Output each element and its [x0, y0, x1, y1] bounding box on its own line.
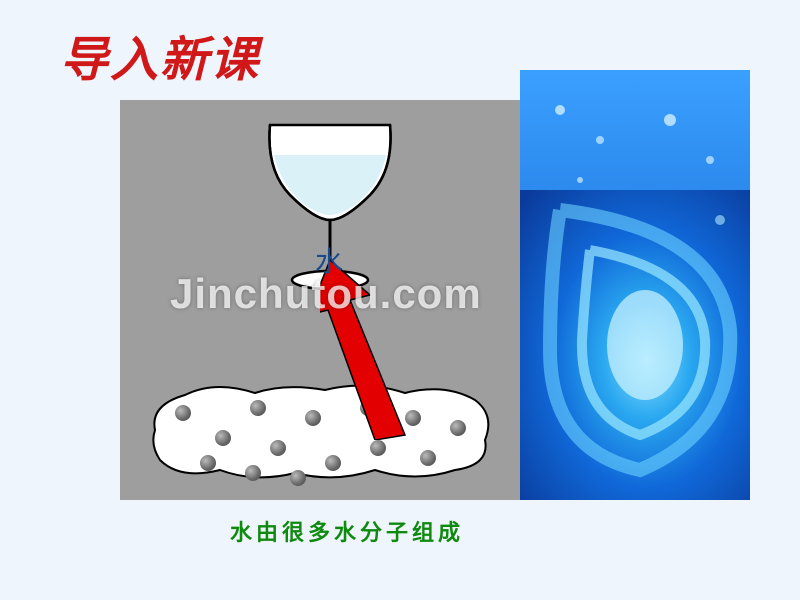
- water-label: 水: [315, 240, 343, 280]
- water-photo: [520, 70, 750, 500]
- molecule-dot: [270, 440, 286, 456]
- molecule-dot: [420, 450, 436, 466]
- molecule-dot: [290, 470, 306, 486]
- molecule-dot: [305, 410, 321, 426]
- caption: 水由很多水分子组成: [230, 515, 464, 547]
- molecule-dot: [325, 455, 341, 471]
- molecule-dot: [250, 400, 266, 416]
- molecule-dot: [245, 465, 261, 481]
- page-title: 导入新课: [60, 20, 260, 90]
- molecule-dot: [450, 420, 466, 436]
- molecule-dot: [215, 430, 231, 446]
- molecule-dot: [200, 455, 216, 471]
- molecule-dot: [175, 405, 191, 421]
- arrow-icon: [320, 260, 420, 440]
- molecule-dot: [370, 440, 386, 456]
- diagram-panel: 水: [120, 100, 520, 500]
